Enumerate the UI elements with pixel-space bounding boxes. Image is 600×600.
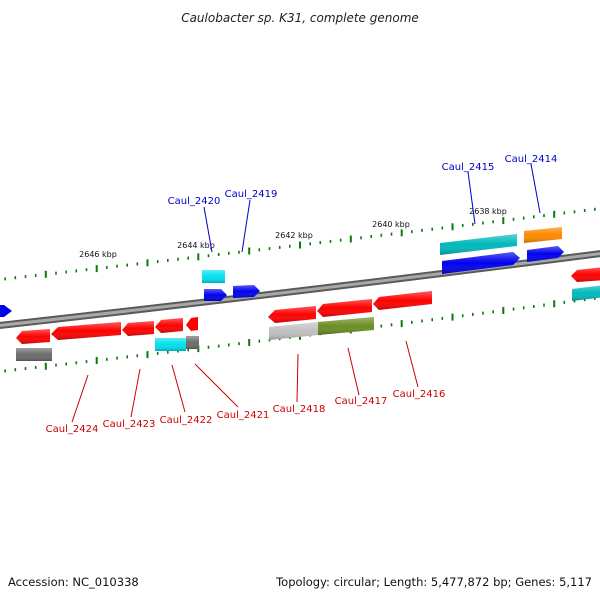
gene-feature-caul-2420[interactable] [202, 270, 225, 283]
gene-feature-caul-2424[interactable] [16, 329, 50, 344]
gene-label-caul-2416[interactable]: Caul_2416 [393, 389, 446, 400]
gene-feature-caul-2417[interactable] [317, 299, 372, 317]
gene-feature[interactable] [269, 322, 318, 340]
map-title: Caulobacter sp. K31, complete genome [181, 11, 419, 25]
gene-label-caul-2419[interactable]: Caul_2419 [225, 189, 278, 200]
accession-text: Accession: NC_010338 [8, 575, 139, 589]
gene-label-caul-2421[interactable]: Caul_2421 [217, 410, 270, 421]
kbp-label-2640: 2640 kbp [372, 220, 410, 229]
gene-label-caul-2415[interactable]: Caul_2415 [442, 162, 495, 173]
gene-feature-caul-2423[interactable] [51, 322, 121, 340]
upper-strand-features [0, 227, 600, 317]
gene-label-caul-2424[interactable]: Caul_2424 [46, 424, 99, 435]
gene-feature[interactable] [527, 246, 564, 262]
gene-feature-caul-2418[interactable] [268, 306, 316, 323]
outer-tick-row [4, 207, 596, 281]
gene-feature-caul-2415[interactable] [440, 234, 517, 255]
topology-text: Topology: circular; Length: 5,477,872 bp… [275, 575, 592, 589]
gene-feature-caul-2421[interactable] [155, 318, 183, 333]
gene-label-caul-2420[interactable]: Caul_2420 [168, 196, 221, 207]
gene-feature[interactable] [442, 252, 520, 274]
gene-feature-caul-2414[interactable] [524, 227, 562, 243]
gene-feature[interactable] [186, 336, 199, 349]
gene-label-caul-2423[interactable]: Caul_2423 [103, 419, 156, 430]
gene-feature[interactable] [155, 338, 186, 351]
top-label-leaders [203, 163, 541, 253]
gene-feature-caul-2419[interactable] [233, 285, 260, 298]
bottom-label-leaders [71, 340, 419, 423]
gene-feature-caul-2416[interactable] [373, 291, 432, 310]
gene-feature[interactable] [204, 289, 227, 301]
kbp-label-2644: 2644 kbp [177, 241, 215, 250]
gene-feature[interactable] [186, 317, 198, 331]
gene-label-caul-2418[interactable]: Caul_2418 [273, 404, 326, 415]
kbp-label-2638: 2638 kbp [469, 207, 507, 216]
gene-label-caul-2422[interactable]: Caul_2422 [160, 415, 213, 426]
gene-feature[interactable] [318, 317, 374, 335]
gene-label-caul-2414[interactable]: Caul_2414 [505, 154, 558, 165]
gene-feature[interactable] [571, 267, 600, 282]
lower-strand-features [16, 291, 432, 361]
genome-backbone [0, 250, 600, 329]
gene-feature[interactable] [0, 305, 12, 317]
kbp-label-2646: 2646 kbp [79, 250, 117, 259]
kbp-label-2642: 2642 kbp [275, 231, 313, 240]
gene-feature-caul-2422[interactable] [122, 321, 154, 336]
gene-feature[interactable] [572, 285, 600, 301]
gene-feature[interactable] [16, 348, 52, 361]
gene-label-caul-2417[interactable]: Caul_2417 [335, 396, 388, 407]
